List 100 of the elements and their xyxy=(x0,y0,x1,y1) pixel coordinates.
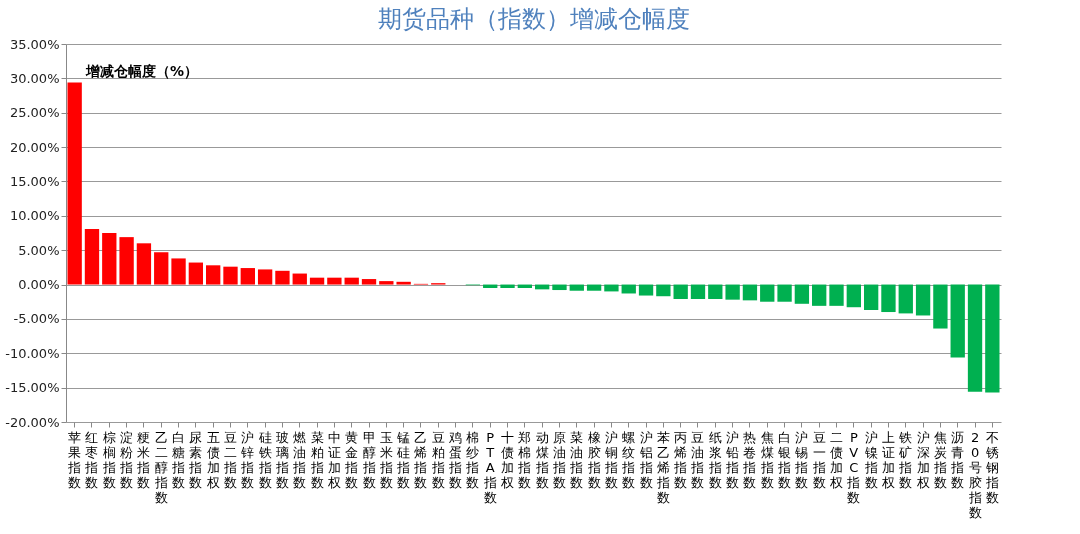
x-tick-label: 甲醇指数 xyxy=(361,429,376,490)
x-tick-label: 铁矿指数 xyxy=(898,429,913,490)
x-tick-label: 玻璃指数 xyxy=(274,429,289,490)
bar xyxy=(154,252,169,285)
bar xyxy=(171,258,186,285)
bar xyxy=(67,82,82,285)
y-tick-label: -20.00% xyxy=(5,414,60,430)
x-tick-label: 沪锌指数 xyxy=(240,429,255,490)
bar xyxy=(361,279,377,285)
bar xyxy=(690,284,706,299)
x-tick-label: 燃油指数 xyxy=(292,429,307,490)
x-tick-label: 螺纹指数 xyxy=(621,429,636,490)
bar xyxy=(223,266,238,285)
bar xyxy=(933,284,948,329)
bar xyxy=(379,281,394,285)
bar xyxy=(829,284,844,306)
x-tick-label: PVC指数 xyxy=(846,429,861,505)
x-tick-label: 沪深加权 xyxy=(915,429,930,490)
x-tick-label: 白银指数 xyxy=(777,429,792,490)
x-tick-label: 硅铁指数 xyxy=(257,429,272,490)
bar xyxy=(777,284,792,302)
bar xyxy=(257,269,273,285)
bar xyxy=(656,284,671,297)
x-tick-label: 苯乙烯指数 xyxy=(655,429,670,505)
y-tick-label: -5.00% xyxy=(13,311,60,327)
x-tick-label: 沪铅指数 xyxy=(725,429,740,490)
x-tick-label: 乙烯指数 xyxy=(413,429,428,490)
chart-title: 期货品种（指数）增减仓幅度 xyxy=(377,5,690,33)
x-tick-label: 沥青指数 xyxy=(950,429,965,490)
bar xyxy=(102,233,117,285)
bar xyxy=(240,268,255,285)
x-tick-label: 沪铜指数 xyxy=(603,429,618,490)
x-tick-label: 二债加权 xyxy=(829,429,844,490)
y-tick-label: 5.00% xyxy=(18,242,60,258)
bar xyxy=(292,273,307,285)
bar xyxy=(396,281,411,285)
bar xyxy=(500,284,515,288)
x-tick-label: 乙二醇指数 xyxy=(153,429,168,505)
annotation: 增减仓幅度（%） xyxy=(85,63,199,79)
bar xyxy=(742,284,758,301)
x-tick-label: 菜粕指数 xyxy=(309,429,324,490)
bar xyxy=(309,277,325,285)
x-tick-label: 棕榈指数 xyxy=(101,429,116,490)
x-tick-label: 纸浆指数 xyxy=(707,429,722,490)
x-tick-label: 十债加权 xyxy=(500,429,515,490)
x-tick-label: 棉纱指数 xyxy=(465,429,480,490)
bar xyxy=(950,284,965,358)
x-tick-label: 动煤指数 xyxy=(534,429,549,490)
bar xyxy=(206,265,221,285)
x-tick-label: 玉米指数 xyxy=(378,429,393,490)
x-tick-label: 尿素指数 xyxy=(188,429,203,490)
x-tick-label: 郑棉指数 xyxy=(517,429,532,490)
bar xyxy=(846,284,861,308)
y-tick-label: 30.00% xyxy=(9,70,60,86)
x-tick-label: 黄金指数 xyxy=(344,429,359,490)
y-tick-label: -15.00% xyxy=(5,380,60,396)
x-tick-label: 鸡蛋指数 xyxy=(448,429,463,490)
x-tick-label: 沪锡指数 xyxy=(794,429,809,490)
bar xyxy=(812,284,827,306)
x-tick-label: 热卷指数 xyxy=(742,429,757,490)
x-tick-label: 20号胶指数 xyxy=(967,429,982,520)
y-tick-label: 15.00% xyxy=(9,173,60,189)
x-tick-label: PTA指数 xyxy=(482,429,497,505)
x-tick-label: 不锈钢指数 xyxy=(984,429,999,505)
x-tick-label: 豆油指数 xyxy=(690,429,705,490)
bar xyxy=(967,284,983,392)
x-tick-label: 白糖指数 xyxy=(171,429,186,490)
x-tick-label: 豆一指数 xyxy=(811,429,826,490)
y-tick-label: 10.00% xyxy=(9,208,60,224)
x-tick-label: 焦炭指数 xyxy=(932,429,947,490)
y-tick-label: 35.00% xyxy=(9,36,60,52)
bar xyxy=(638,284,654,296)
bar xyxy=(985,284,1000,393)
x-tick-label: 锰硅指数 xyxy=(396,429,411,490)
bar xyxy=(915,284,931,316)
bar xyxy=(84,228,100,285)
x-tick-label: 橡胶指数 xyxy=(586,429,601,490)
bar xyxy=(760,284,775,302)
bar xyxy=(673,284,688,299)
x-tick-label: 丙烯指数 xyxy=(673,429,688,490)
x-tick-label: 沪铝指数 xyxy=(638,429,653,490)
bar xyxy=(552,284,567,291)
x-tick-label: 上证加权 xyxy=(880,429,895,490)
bar xyxy=(863,284,879,310)
bar xyxy=(327,277,342,285)
bar xyxy=(794,284,810,304)
y-tick-label: -10.00% xyxy=(5,345,60,361)
x-tick-label: 苹果指数 xyxy=(67,429,82,490)
bar xyxy=(569,284,584,291)
bar xyxy=(881,284,896,313)
bar xyxy=(604,284,619,292)
bar xyxy=(136,243,152,285)
x-tick-label: 沪镍指数 xyxy=(863,429,878,490)
bar xyxy=(586,284,602,291)
bar xyxy=(898,284,913,314)
bar xyxy=(188,262,204,285)
bar xyxy=(344,277,359,285)
x-tick-label: 原油指数 xyxy=(551,429,566,490)
x-tick-label: 豆粕指数 xyxy=(430,429,445,490)
x-tick-label: 五债加权 xyxy=(205,429,220,490)
